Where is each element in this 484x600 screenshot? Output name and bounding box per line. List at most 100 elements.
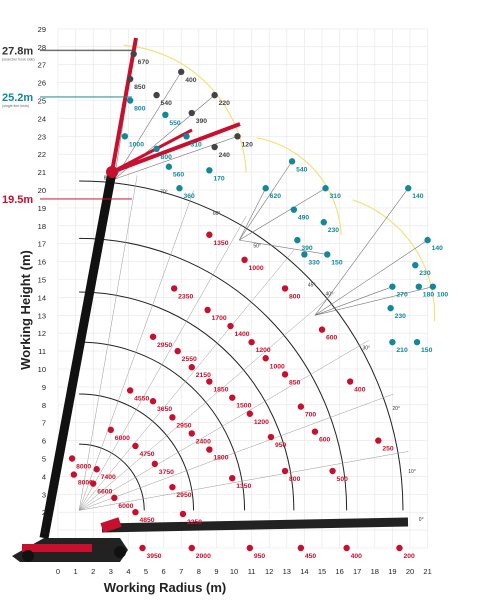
arc-capacity-dot: [174, 347, 181, 355]
boom-angle-label: 60°: [213, 211, 221, 217]
jib-single-capacity-label: 620: [270, 193, 282, 200]
arc-capacity-label: 1400: [234, 331, 249, 338]
arc-capacity-label: 4850: [139, 517, 154, 524]
jib-single-capacity-dot: [153, 145, 160, 153]
arc-capacity-dot: [107, 426, 115, 434]
jib-single-capacity-label: 360: [183, 193, 195, 200]
y-tick-label: 2: [42, 508, 46, 517]
jib-single-capacity-label: 1000: [129, 141, 144, 148]
jib-top-capacity-label: 850: [134, 84, 146, 91]
jib-top-capacity-dot: [126, 75, 134, 83]
radius-arcs: [79, 180, 404, 511]
grid: [57, 28, 428, 549]
raised-boom: [39, 37, 241, 539]
arc-capacity-label: 250: [382, 446, 394, 453]
jib-single-capacity-dot: [183, 133, 190, 140]
radius-arc: [79, 443, 145, 511]
jib-single-capacity-dot: [324, 251, 331, 258]
arc-capacity-label: 3650: [157, 406, 172, 413]
jib-single-capacity-label: 150: [331, 259, 343, 266]
jib-single-capacity-label: 330: [308, 259, 320, 266]
arc-capacity-label: 1350: [236, 483, 251, 490]
radius-arc: [79, 341, 246, 511]
jib-single-capacity-dot: [413, 338, 421, 346]
y-tick-label: 12: [38, 329, 46, 338]
y-tick-label: 9: [42, 383, 46, 392]
arc-capacity-dot: [204, 306, 211, 314]
y-tick-label: 17: [38, 240, 46, 249]
jib-single-capacity-dot: [424, 236, 431, 244]
jib-line: [239, 188, 266, 241]
arc-capacity-dot: [281, 371, 289, 378]
arc-capacity-dot: [126, 387, 134, 394]
arc-capacity-label: 1700: [212, 315, 227, 322]
boom-angle-label: 40°: [326, 292, 334, 298]
radius-arc: [79, 237, 348, 511]
jib-outlines: [114, 44, 436, 322]
jib-single-capacity-label: 100: [437, 292, 449, 299]
boom-section-label: 1: [118, 507, 122, 514]
arc-capacity-label: 4750: [139, 451, 154, 458]
y-tick-label: 22: [38, 150, 46, 159]
jib-top-capacity-dot: [234, 133, 241, 140]
arc-capacity-label: 500: [337, 476, 349, 483]
arc-capacity-dot: [206, 378, 213, 385]
x-tick-label: 17: [353, 567, 361, 576]
jib-single-capacity-label: 390: [301, 245, 313, 252]
jib-single-capacity-label: 170: [213, 175, 225, 182]
jib-arc: [123, 44, 247, 173]
x-tick-label: 19: [388, 567, 396, 576]
jib-single-capacity-dot: [165, 163, 173, 170]
jib-single-capacity-label: 800: [161, 154, 173, 161]
y-tick-label: 26: [38, 79, 46, 88]
y-tick-label: 20: [38, 186, 46, 195]
arc-capacity-dot: [169, 414, 176, 421]
jib-single-capacity-label: 490: [298, 215, 310, 222]
x-tick-label: 6: [162, 567, 166, 576]
radius-capacity-dot: [139, 544, 146, 552]
angle-line: [78, 215, 247, 511]
arc-capacity-dot: [262, 355, 269, 362]
y-tick-label: 13: [38, 311, 46, 320]
arc-capacity-dot: [241, 256, 248, 264]
jib-single-capacity-dot: [301, 251, 308, 258]
boom-section-label: 2: [168, 507, 172, 514]
arc-capacity-dot: [267, 433, 275, 441]
angle-line: [78, 175, 138, 511]
arc-capacity-label: 2400: [196, 438, 211, 445]
jib-single-capacity-label: 210: [396, 347, 408, 354]
x-tick-label: 12: [265, 567, 273, 576]
arc-capacity-dot: [297, 403, 305, 410]
arc-capacity-dot: [132, 442, 139, 450]
arc-capacity-label: 2350: [178, 293, 193, 300]
height-marker-note: (searcher hook side): [2, 57, 35, 61]
boom-angle-label: 30°: [362, 345, 370, 351]
y-tick-label: 18: [38, 222, 46, 231]
arc-capacity-label: 2550: [182, 356, 197, 363]
arc-capacity-dot: [281, 467, 289, 475]
x-tick-label: 15: [318, 567, 326, 576]
arc-capacity-label: 800: [289, 293, 301, 300]
jib-single-capacity-dot: [162, 111, 169, 119]
arc-capacity-dot: [281, 285, 289, 292]
x-tick-label: 20: [406, 567, 414, 576]
angle-line: [78, 291, 336, 511]
jib-single-capacity-dot: [206, 167, 213, 174]
arc-capacity-label: 7400: [101, 474, 116, 481]
boom-angle-label: 50°: [253, 243, 261, 249]
arc-capacity-dot: [248, 338, 255, 346]
arc-capacity-dot: [311, 428, 319, 435]
angle-labels: 80° 70° 60° 50° 45° 40° 30° 20° 10° 0°: [104, 175, 424, 523]
arc-capacity-label: 800: [289, 476, 301, 483]
radius-capacity-dot: [188, 544, 195, 552]
y-tick-label: 21: [38, 168, 46, 177]
y-tick-label: 10: [38, 365, 46, 374]
jib-single-capacity-label: 230: [419, 270, 431, 277]
x-tick-label: 1: [74, 567, 78, 576]
x-tick-label: 18: [371, 567, 379, 576]
arc-capacity-dot: [68, 455, 76, 462]
jib-single-capacity-label: 270: [396, 292, 408, 299]
jib-single-capacity-dot: [389, 338, 396, 346]
arc-capacity-dot: [206, 231, 213, 238]
